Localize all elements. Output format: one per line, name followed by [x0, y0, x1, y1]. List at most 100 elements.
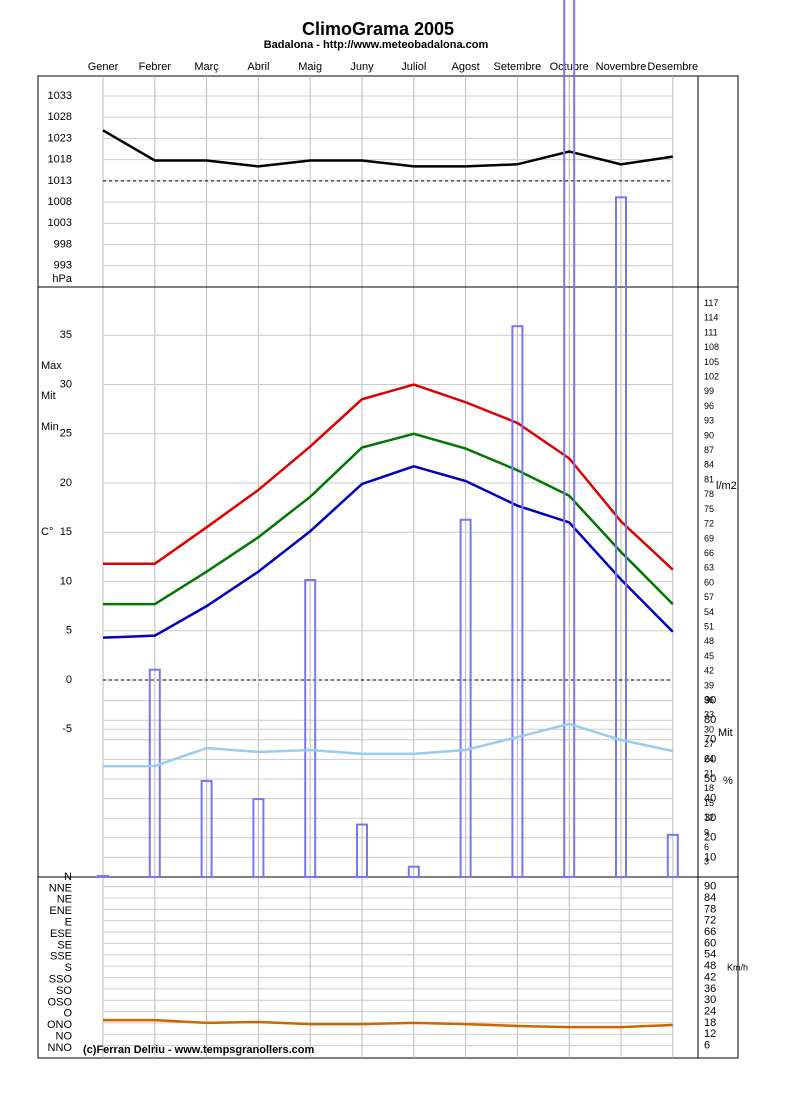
- y-tick-label: 30: [60, 378, 72, 390]
- y-axis-label: hPa: [52, 273, 72, 285]
- legend-label: Max: [41, 360, 62, 372]
- y-tick-label: 90: [704, 881, 716, 893]
- grid: [102, 76, 674, 1058]
- month-label: Maig: [298, 61, 322, 73]
- precip-bar: [407, 865, 420, 878]
- y-tick-label: 10: [60, 575, 72, 587]
- y-tick-label: 30: [704, 812, 716, 824]
- precip-bar: [97, 875, 109, 879]
- y2-tick-label: 84: [704, 460, 714, 470]
- y2-tick-label: 114: [704, 313, 718, 323]
- month-label: Juliol: [401, 61, 426, 73]
- y-tick-label: 80: [704, 714, 716, 726]
- y2-tick-label: 9: [704, 827, 709, 837]
- month-label: Setembre: [494, 61, 542, 73]
- y-tick-label: 66: [704, 926, 716, 938]
- y-tick-label: 20: [60, 477, 72, 489]
- y-tick-label: 0: [66, 674, 72, 686]
- y2-tick-label: 66: [704, 548, 714, 558]
- y2-tick-label: 81: [704, 474, 714, 484]
- y-tick-label: 50: [704, 773, 716, 785]
- y2-tick-label: 90: [704, 430, 714, 440]
- y2-tick-label: 18: [704, 783, 714, 793]
- direction-label: E: [65, 917, 72, 929]
- precip-bar: [459, 518, 472, 879]
- y-tick-label: 998: [54, 238, 72, 250]
- legend-label: Mit: [718, 727, 733, 739]
- y-tick-label: 15: [60, 526, 72, 538]
- y-tick-label: 1003: [48, 217, 72, 229]
- y-tick-label: 6: [704, 1040, 710, 1052]
- series-line: [102, 129, 673, 168]
- month-label: Agost: [452, 61, 480, 73]
- y-axis-label: %: [723, 775, 733, 787]
- y-tick-label: 78: [704, 903, 716, 915]
- precip-bar: [200, 779, 213, 878]
- direction-label: ESE: [50, 928, 72, 940]
- y-tick-label: 20: [704, 832, 716, 844]
- y-tick-label: 30: [704, 994, 716, 1006]
- y2-tick-label: 57: [704, 592, 714, 602]
- series-line: [103, 1018, 673, 1029]
- y-tick-label: 1023: [48, 132, 72, 144]
- y-tick-label: 24: [704, 1005, 716, 1017]
- footer: (c)Ferran Delriu - www.tempsgranollers.c…: [83, 1044, 314, 1056]
- y2-tick-label: 102: [704, 372, 719, 382]
- direction-label: NE: [57, 894, 72, 906]
- y2-tick-label: 15: [704, 798, 714, 808]
- chart-title: ClimoGrama 2005: [302, 19, 454, 39]
- month-label: Juny: [350, 61, 374, 73]
- y2-tick-label: 27: [704, 739, 714, 749]
- y2-tick-label: 39: [704, 680, 714, 690]
- y2-tick-label: 117: [704, 298, 718, 308]
- direction-label: SO: [56, 985, 72, 997]
- precip-bar: [252, 798, 265, 878]
- y-tick-label: 35: [60, 329, 72, 341]
- y2-tick-label: 3: [704, 857, 709, 867]
- y-axis-label: Km/h: [727, 962, 748, 972]
- y2-tick-label: 108: [704, 342, 719, 352]
- y-tick-label: 70: [704, 734, 716, 746]
- legend-label: Mit: [41, 390, 56, 402]
- direction-label: S: [65, 962, 72, 974]
- y2-tick-label: 30: [704, 724, 714, 734]
- y-tick-label: 48: [704, 960, 716, 972]
- month-label: Novembre: [596, 61, 647, 73]
- y2-axis-label: l/m2: [716, 480, 737, 492]
- month-label: Desembre: [647, 61, 698, 73]
- direction-label: NNE: [49, 882, 72, 894]
- series-line: [103, 383, 674, 571]
- direction-label: ENE: [49, 905, 72, 917]
- y-tick-label: 12: [704, 1028, 716, 1040]
- y2-tick-label: 69: [704, 533, 714, 543]
- direction-label: SE: [57, 939, 72, 951]
- y2-tick-label: 33: [704, 710, 714, 720]
- y-axis-label: C°: [41, 526, 53, 538]
- y-tick-label: 25: [60, 428, 72, 440]
- y-tick-label: 36: [704, 983, 716, 995]
- y-tick-label: 60: [704, 937, 716, 949]
- y2-tick-label: 45: [704, 651, 714, 661]
- y-tick-label: -5: [62, 723, 72, 735]
- y2-tick-label: 111: [704, 327, 718, 337]
- chart-subtitle: Badalona - http://www.meteobadalona.com: [264, 39, 489, 51]
- y-tick-label: 10: [704, 851, 716, 863]
- y2-tick-label: 54: [704, 607, 714, 617]
- legend-label: Min: [41, 421, 59, 433]
- direction-label: SSE: [50, 951, 72, 963]
- direction-label: O: [63, 1008, 72, 1020]
- month-label: Abril: [247, 61, 269, 73]
- precip-bar: [148, 668, 161, 878]
- precip-bar: [356, 823, 368, 879]
- y2-tick-label: 78: [704, 489, 714, 499]
- y-tick-label: 40: [704, 793, 716, 805]
- y2-tick-label: 60: [704, 577, 714, 587]
- precip-bar: [511, 325, 524, 879]
- y-tick-label: 1028: [48, 111, 72, 123]
- y2-tick-label: 63: [704, 563, 714, 573]
- month-label: Gener: [88, 61, 119, 73]
- series-line: [103, 722, 674, 768]
- y-tick-label: 1018: [48, 154, 72, 166]
- y2-tick-label: 93: [704, 416, 714, 426]
- y2-tick-label: 75: [704, 504, 714, 514]
